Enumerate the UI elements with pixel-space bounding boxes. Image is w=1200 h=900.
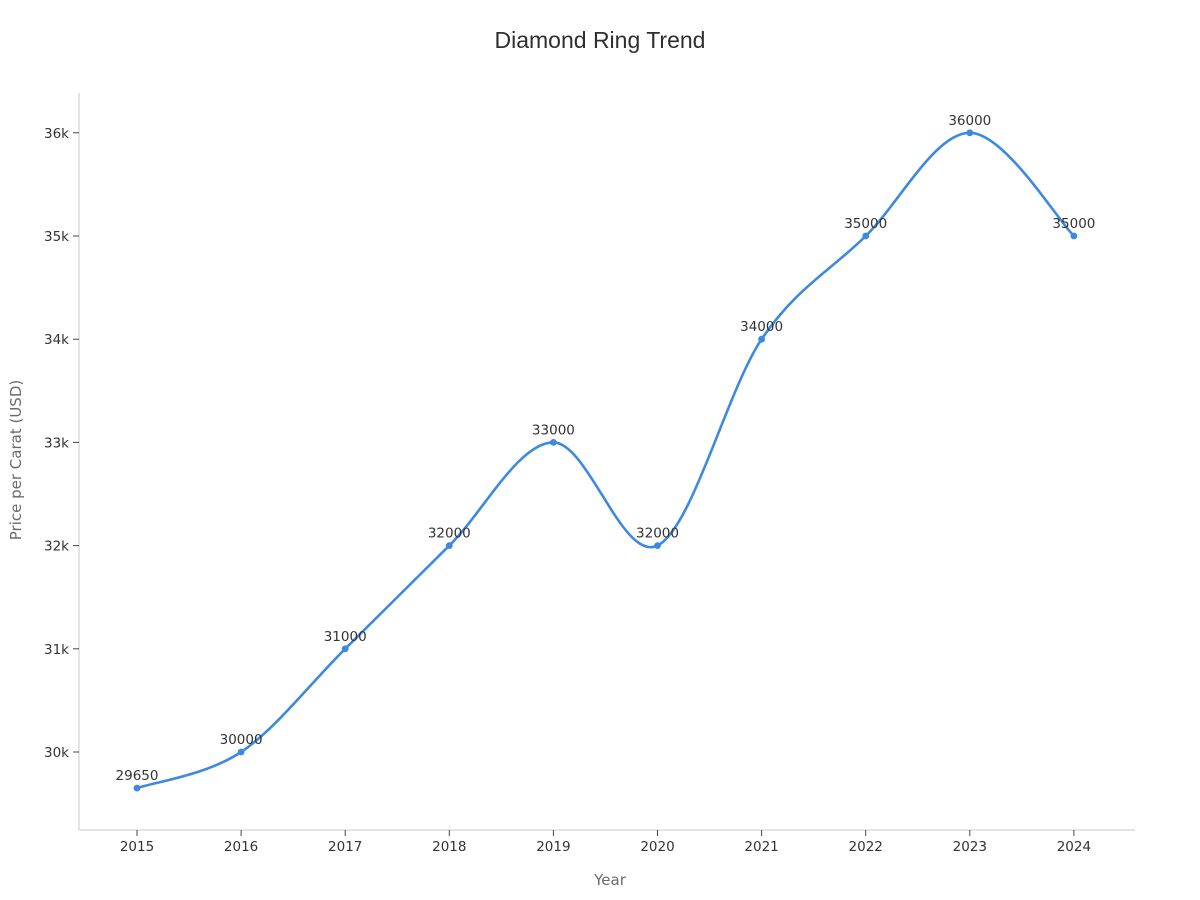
data-point-marker [862,232,870,240]
x-tick-label: 2020 [640,839,674,855]
y-tick-label: 34k [44,332,69,348]
data-point-marker [133,784,141,792]
y-tick-label: 31k [44,642,69,658]
x-tick-label: 2021 [744,839,778,855]
x-tick-label: 2016 [224,839,258,855]
x-tick-label: 2019 [536,839,570,855]
data-point-label: 35000 [844,216,887,232]
data-point-label: 32000 [428,526,471,542]
data-point-marker [445,542,453,549]
data-point-marker [1070,232,1078,240]
x-tick-label: 2022 [849,839,883,855]
x-tick-label: 2023 [953,839,987,855]
data-point-marker [550,439,557,446]
data-point-label: 32000 [636,526,679,542]
y-axis-title: Price per Carat (USD) [7,379,25,541]
data-point-label: 36000 [948,113,991,129]
data-point-label: 29650 [116,768,159,784]
data-point-marker [341,645,349,653]
y-tick-label: 35k [44,229,69,245]
y-tick-label: 30k [44,745,69,761]
x-tick-label: 2015 [120,839,154,855]
x-tick-label: 2024 [1057,839,1091,855]
data-point-label: 34000 [740,319,783,335]
data-point-marker [758,335,765,343]
data-point-label: 31000 [324,629,367,645]
x-tick-label: 2017 [328,839,362,855]
chart-title: Diamond Ring Trend [494,27,706,53]
data-point-marker [654,542,661,549]
x-tick-label: 2018 [432,839,466,855]
y-tick-label: 33k [44,435,69,451]
data-point-label: 33000 [532,422,575,438]
data-point-marker [237,748,245,756]
y-tick-label: 32k [44,539,69,555]
x-axis-title: Year [594,871,626,889]
data-point-marker [966,129,974,137]
series-line [135,131,1076,790]
y-tick-label: 36k [44,126,69,142]
data-point-label: 35000 [1052,216,1095,232]
data-point-label: 30000 [220,732,263,748]
